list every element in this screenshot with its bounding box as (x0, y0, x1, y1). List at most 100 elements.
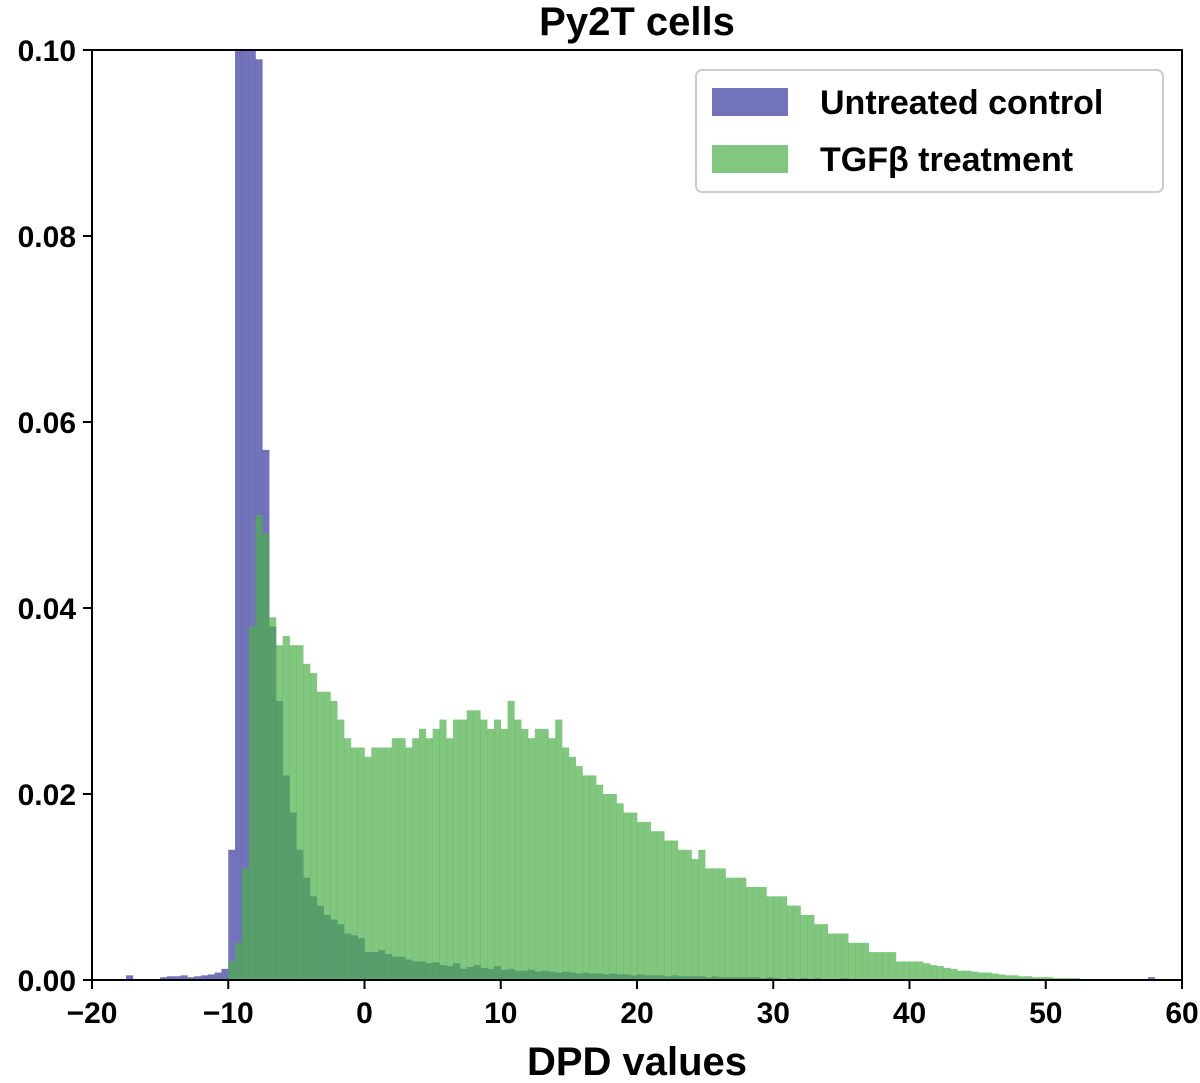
tgfb-treatment-bar-63 (657, 831, 665, 980)
tgfb-treatment-bar-18 (350, 747, 358, 980)
tgfb-treatment-bar-45 (534, 728, 542, 980)
tgfb-treatment-bar-22 (378, 747, 386, 980)
tgfb-treatment-bar-19 (357, 747, 365, 980)
x-tick-label: 40 (893, 997, 926, 1030)
untreated-control-bar-10 (221, 968, 229, 980)
tgfb-treatment-bar-32 (446, 738, 454, 980)
tgfb-treatment-bar-75 (739, 877, 747, 980)
tgfb-treatment-bar-5 (262, 533, 270, 980)
tgfb-treatment-bar-102 (923, 963, 931, 980)
x-tick-label: 50 (1029, 997, 1062, 1030)
tgfb-treatment-bar-105 (943, 967, 951, 980)
tgfb-treatment-bar-41 (507, 701, 515, 980)
tgfb-treatment-bar-73 (725, 877, 733, 980)
tgfb-treatment-bar-55 (602, 794, 611, 980)
tgfb-treatment-bar-90 (841, 933, 849, 980)
tgfb-treatment-bar-38 (487, 728, 495, 980)
tgfb-treatment-bar-86 (814, 924, 822, 980)
tgfb-treatment-bar-11 (303, 663, 311, 980)
tgfb-treatment-bar-65 (671, 840, 679, 980)
tgfb-treatment-bar-104 (936, 966, 944, 980)
tgfb-treatment-bar-12 (310, 673, 318, 980)
tgfb-treatment-bar-26 (405, 747, 413, 980)
tgfb-treatment-bar-107 (957, 970, 965, 980)
tgfb-treatment-bar-29 (425, 738, 433, 980)
tgfb-treatment-bar-85 (807, 914, 815, 980)
x-tick-label: 20 (620, 997, 653, 1030)
tgfb-treatment-bar-15 (330, 701, 338, 980)
tgfb-treatment-bar-21 (371, 747, 379, 980)
tgfb-treatment-bar-92 (855, 942, 863, 980)
untreated-control-bar-3 (173, 976, 181, 980)
series-tgfb-treatment (228, 515, 1094, 980)
tgfb-treatment-bar-36 (473, 710, 481, 980)
x-axis-title: DPD values (527, 1040, 747, 1083)
untreated-control-bar-11 (228, 849, 236, 980)
y-tick-label: 0.04 (18, 593, 77, 626)
tgfb-treatment-bar-79 (766, 896, 774, 980)
tgfb-treatment-bar-57 (616, 803, 624, 980)
y-axis: 0.00 0.02 0.04 0.06 0.08 0.10 (18, 35, 92, 998)
tgfb-treatment-bar-62 (650, 831, 658, 980)
tgfb-treatment-bar-82 (786, 905, 794, 980)
tgfb-treatment-bar-16 (337, 719, 345, 980)
tgfb-treatment-bar-37 (480, 719, 488, 980)
legend-box (695, 69, 1164, 193)
tgfb-treatment-bar-106 (950, 968, 958, 980)
tgfb-treatment-bar-61 (643, 821, 651, 980)
y-tick-label: 0.02 (18, 779, 76, 812)
untreated-control-bar-4 (180, 975, 188, 980)
tgfb-treatment-bar-111 (984, 972, 992, 980)
tgfb-treatment-bar-48 (555, 719, 563, 980)
tgfb-treatment-bar-42 (514, 719, 522, 980)
tgfb-treatment-bar-10 (296, 645, 304, 980)
tgfb-treatment-bar-91 (848, 942, 856, 980)
untreated-control-bar-0 (126, 975, 134, 980)
tgfb-treatment-bar-110 (977, 972, 985, 980)
x-tick-label: −20 (67, 997, 118, 1030)
tgfb-treatment-bar-94 (868, 952, 876, 980)
tgfb-treatment-bar-20 (364, 756, 372, 980)
tgfb-treatment-bar-98 (895, 961, 903, 980)
tgfb-treatment-bar-78 (759, 887, 767, 980)
tgfb-treatment-bar-13 (316, 691, 324, 980)
y-tick-label: 0.06 (18, 407, 76, 440)
tgfb-treatment-bar-0 (228, 961, 236, 980)
tgfb-treatment-bar-68 (691, 859, 699, 980)
tgfb-treatment-bar-8 (282, 635, 290, 980)
y-tick-label: 0.10 (18, 35, 76, 68)
tgfb-treatment-bar-35 (466, 710, 474, 980)
tgfb-treatment-bar-27 (412, 738, 420, 980)
x-tick-label: 60 (1165, 997, 1198, 1030)
tgfb-treatment-bar-58 (623, 812, 631, 980)
tgfb-treatment-bar-81 (780, 896, 788, 980)
y-tick-label: 0.08 (18, 221, 76, 254)
tgfb-treatment-bar-120 (1045, 977, 1053, 980)
tgfb-treatment-bar-113 (998, 974, 1006, 980)
tgfb-treatment-bar-87 (820, 924, 829, 980)
tgfb-treatment-bar-49 (562, 747, 570, 980)
tgfb-treatment-bar-99 (902, 961, 910, 980)
tgfb-treatment-bar-34 (459, 719, 467, 980)
y-tick-label: 0.00 (18, 965, 76, 998)
tgfb-treatment-bar-118 (1032, 977, 1040, 980)
legend-label-untreated-control: Untreated control (820, 84, 1103, 122)
tgfb-treatment-bar-93 (861, 942, 869, 980)
tgfb-treatment-bar-95 (875, 952, 883, 980)
tgfb-treatment-bar-100 (909, 961, 917, 980)
tgfb-treatment-bar-14 (323, 691, 331, 980)
legend-label-tgfb-treatment: TGFβ treatment (820, 141, 1073, 179)
tgfb-treatment-bar-89 (834, 933, 842, 980)
tgfb-treatment-bar-119 (1038, 977, 1047, 980)
x-axis: −20 −10 0 10 20 30 40 50 60 (67, 980, 1199, 1030)
x-tick-label: 0 (356, 997, 373, 1030)
legend: Untreated control TGFβ treatment (695, 69, 1164, 193)
tgfb-treatment-bar-46 (541, 728, 549, 980)
tgfb-treatment-bar-52 (582, 775, 590, 980)
tgfb-treatment-bar-96 (882, 952, 890, 980)
tgfb-treatment-bar-88 (827, 933, 835, 980)
untreated-control-bar-8 (207, 974, 215, 980)
tgfb-treatment-bar-25 (398, 738, 406, 980)
tgfb-treatment-bar-109 (970, 971, 978, 980)
